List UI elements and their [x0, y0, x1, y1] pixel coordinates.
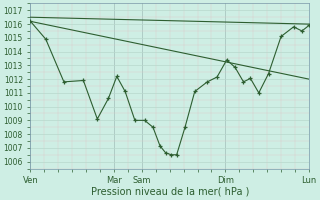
- X-axis label: Pression niveau de la mer( hPa ): Pression niveau de la mer( hPa ): [91, 187, 249, 197]
